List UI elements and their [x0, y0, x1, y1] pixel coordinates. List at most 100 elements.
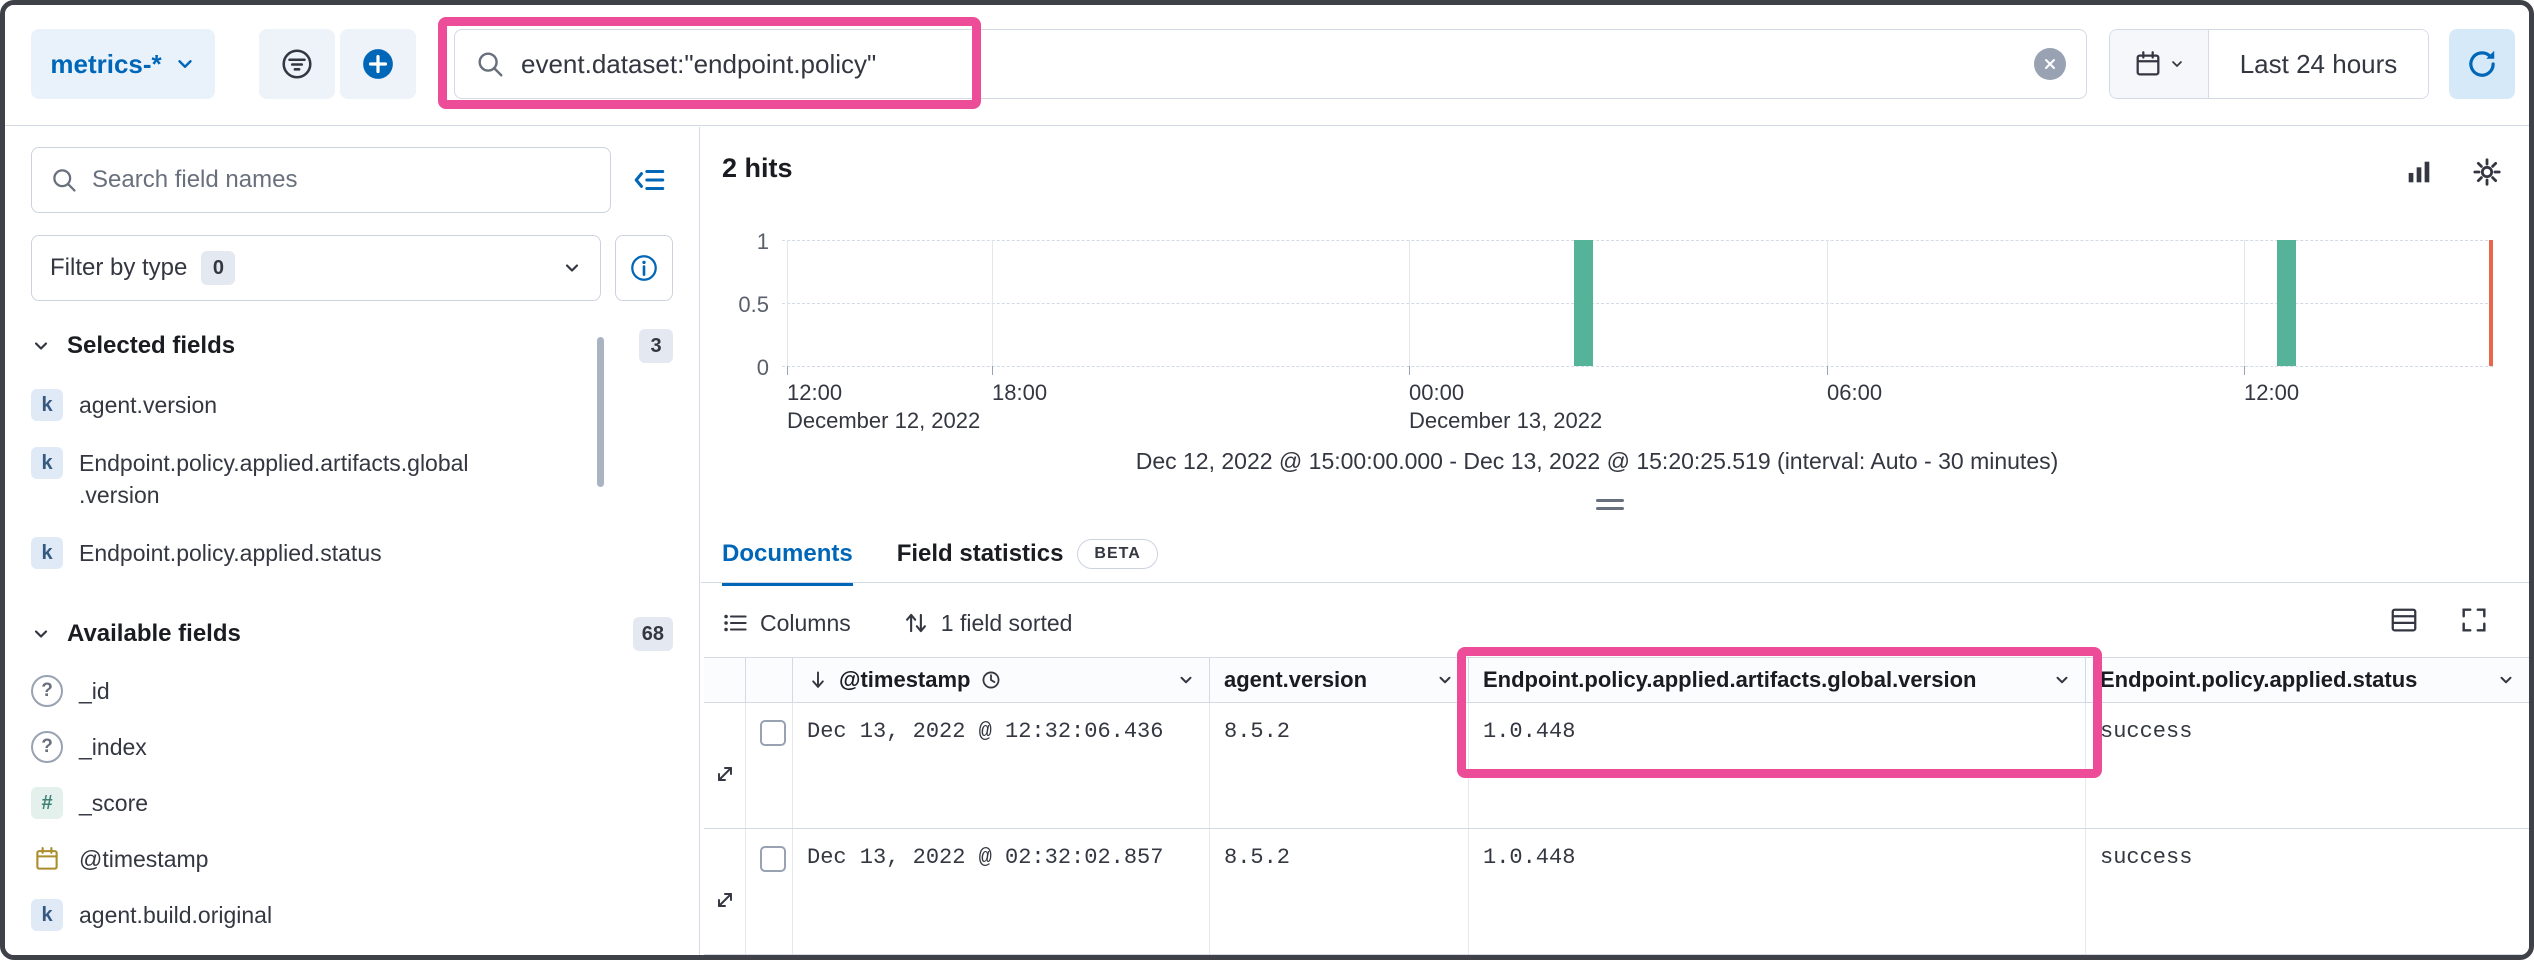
field-item-applied-status[interactable]: k Endpoint.policy.applied.status — [31, 537, 673, 569]
search-icon — [475, 49, 505, 79]
tab-documents[interactable]: Documents — [722, 540, 853, 586]
field-item-agent-build-original[interactable]: k agent.build.original — [31, 899, 673, 931]
field-item-global-version[interactable]: k Endpoint.policy.applied.artifacts.glob… — [31, 447, 673, 511]
time-range-caption: Dec 12, 2022 @ 15:00:00.000 - Dec 13, 20… — [1135, 448, 2059, 474]
chart-options-icon[interactable] — [2404, 157, 2434, 187]
header-expand-column — [704, 658, 746, 702]
close-icon — [2042, 56, 2058, 72]
chevron-down-icon — [2169, 56, 2185, 72]
date-picker-calendar-button[interactable] — [2110, 30, 2209, 98]
fields-sidebar: Filter by type 0 — [5, 127, 700, 955]
selected-fields-count-badge: 3 — [639, 329, 673, 363]
table-row: Dec 13, 2022 @ 12:32:06.436 8.5.2 1.0.44… — [704, 703, 2529, 829]
y-axis-tick: 0 — [756, 355, 769, 380]
discover-main: 2 hits — [701, 127, 2529, 955]
header-global-version[interactable]: Endpoint.policy.applied.artifacts.global… — [1469, 658, 2086, 702]
x-tick-mark — [1827, 366, 1828, 375]
query-input[interactable] — [521, 48, 2018, 80]
filter-by-type-count-badge: 0 — [201, 251, 236, 285]
fullscreen-icon[interactable] — [2459, 605, 2489, 635]
field-item-timestamp[interactable]: @timestamp — [31, 843, 673, 875]
available-fields-header[interactable]: Available fields 68 — [31, 617, 673, 651]
calendar-icon — [2133, 49, 2163, 79]
chart-controls — [2404, 157, 2502, 187]
tab-field-statistics[interactable]: Field statistics BETA — [897, 539, 1158, 587]
chevron-down-icon — [31, 336, 51, 356]
sorted-fields-label: 1 field sorted — [940, 609, 1073, 636]
expand-icon — [713, 719, 737, 828]
hits-label: hits — [744, 153, 793, 183]
row-checkbox[interactable] — [760, 720, 786, 746]
header-select-column — [746, 658, 793, 702]
x-gridline — [1827, 240, 1828, 366]
query-bar — [454, 29, 2087, 99]
field-item-score[interactable]: # _score — [31, 787, 673, 819]
date-field-icon — [31, 843, 63, 875]
collapse-sidebar-button[interactable] — [627, 157, 673, 203]
gridline — [782, 303, 2493, 304]
field-name: Endpoint.policy.applied.status — [79, 540, 382, 566]
field-item-index[interactable]: ? _index — [31, 731, 673, 763]
chevron-down-icon[interactable] — [1177, 671, 1195, 689]
sorted-fields-button[interactable]: 1 field sorted — [903, 609, 1073, 637]
number-field-icon: # — [31, 787, 63, 819]
clear-query-button[interactable] — [2034, 48, 2066, 80]
columns-button[interactable]: Columns — [722, 610, 851, 637]
row-density-icon[interactable] — [2389, 605, 2419, 635]
chevron-down-icon[interactable] — [2497, 671, 2515, 689]
field-search-input[interactable] — [92, 166, 592, 194]
histogram-bar — [2277, 240, 2296, 366]
cell-global-version: 1.0.448 — [1469, 829, 2086, 954]
info-icon — [629, 253, 659, 283]
cell-timestamp: Dec 13, 2022 @ 12:32:06.436 — [793, 703, 1210, 828]
x-tick-mark — [2244, 366, 2245, 375]
sidebar-scrollbar[interactable] — [597, 337, 604, 487]
columns-list-icon — [722, 610, 748, 636]
keyword-field-icon: k — [31, 537, 63, 569]
header-agent-version[interactable]: agent.version — [1210, 658, 1469, 702]
field-name: _score — [79, 790, 149, 816]
x-axis-tick: 00:00 December 13, 2022 — [1409, 380, 1603, 433]
field-search-box — [31, 147, 611, 213]
y-axis-tick: 1 — [756, 229, 769, 254]
expand-document-button[interactable] — [704, 703, 746, 828]
header-applied-status[interactable]: Endpoint.policy.applied.status — [2086, 658, 2529, 702]
plus-circle-icon — [361, 47, 395, 81]
header-timestamp[interactable]: @timestamp — [793, 658, 1210, 702]
time-range-button[interactable]: Last 24 hours — [2209, 30, 2428, 98]
keyword-field-icon: k — [31, 447, 63, 479]
cell-applied-status: success — [2100, 719, 2193, 744]
field-item-id[interactable]: ? _id — [31, 675, 673, 707]
y-axis-tick: 0.5 — [738, 292, 769, 317]
grid-display-controls — [2389, 605, 2489, 635]
refresh-button[interactable] — [2449, 29, 2515, 99]
data-view-selector[interactable]: metrics-* — [31, 29, 215, 99]
field-info-button[interactable] — [615, 235, 673, 301]
x-tick-mark — [992, 366, 993, 375]
cell-applied-status: success — [2100, 845, 2193, 870]
x-axis-tick: 12:00 December 12, 2022 — [787, 380, 981, 433]
chevron-down-icon[interactable] — [2053, 671, 2071, 689]
expand-document-button[interactable] — [704, 829, 746, 954]
saved-query-menu-button[interactable] — [259, 29, 335, 99]
plot-area — [782, 240, 2493, 375]
field-item-agent-version[interactable]: k agent.version — [31, 389, 673, 421]
sort-descending-icon — [807, 669, 829, 691]
row-checkbox[interactable] — [760, 846, 786, 872]
gear-icon[interactable] — [2472, 157, 2502, 187]
field-name: agent.build.original — [79, 902, 273, 928]
cell-agent-version: 8.5.2 — [1210, 703, 1469, 828]
field-name: _index — [79, 734, 147, 760]
x-tick-mark — [1409, 366, 1410, 375]
add-filter-button[interactable] — [340, 29, 416, 99]
chevron-down-icon[interactable] — [1436, 671, 1454, 689]
cell-global-version: 1.0.448 — [1469, 703, 2086, 828]
chart-resize-handle[interactable] — [1596, 499, 1624, 515]
filter-by-type-dropdown[interactable]: Filter by type 0 — [31, 235, 601, 301]
gridline — [782, 366, 2493, 367]
date-picker: Last 24 hours — [2109, 29, 2429, 99]
x-gridline — [787, 240, 788, 366]
selected-fields-header[interactable]: Selected fields 3 — [31, 329, 673, 363]
header-timestamp-label: @timestamp — [839, 667, 971, 692]
